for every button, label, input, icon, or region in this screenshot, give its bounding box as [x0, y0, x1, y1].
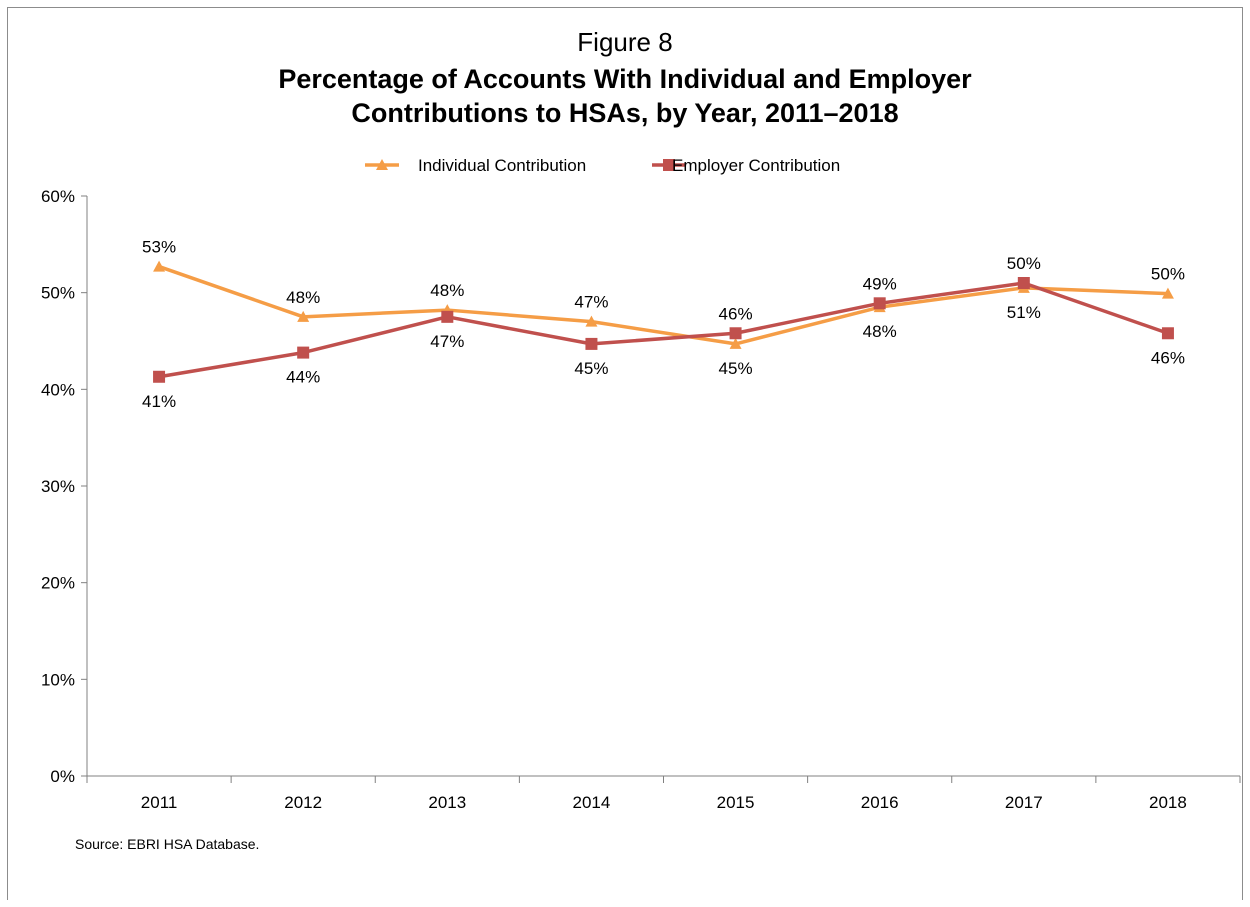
employer-data-label: 44%: [286, 368, 320, 387]
chart-title-line-1: Percentage of Accounts With Individual a…: [278, 64, 972, 94]
chart-title: Percentage of Accounts With Individual a…: [0, 62, 1250, 130]
employer-point: [1161, 327, 1174, 340]
x-tick-label: 2016: [861, 793, 899, 812]
legend-employer-marker: [663, 159, 675, 171]
legend-individual-label: Individual Contribution: [418, 156, 586, 175]
employer-data-label: 50%: [1007, 254, 1041, 273]
y-tick-label: 30%: [41, 477, 75, 496]
employer-series-line: [158, 281, 1169, 379]
y-tick-label: 20%: [41, 574, 75, 593]
x-tick-label: 2012: [284, 793, 322, 812]
employer-data-label: 41%: [142, 392, 176, 411]
employer-point: [1017, 277, 1030, 289]
employer-point: [153, 370, 166, 383]
employer-point: [441, 310, 454, 323]
employer-point: [585, 337, 598, 350]
individual-point: [729, 337, 742, 349]
employer-point: [873, 297, 886, 310]
y-tick-label: 10%: [41, 670, 75, 689]
individual-point: [585, 315, 598, 327]
individual-data-label: 53%: [142, 238, 176, 257]
individual-point: [297, 310, 310, 322]
employer-data-label: 45%: [574, 359, 608, 378]
x-tick-label: 2018: [1149, 793, 1187, 812]
individual-data-label: 48%: [430, 281, 464, 300]
x-tick-label: 2015: [717, 793, 755, 812]
employer-point: [297, 346, 310, 359]
y-tick-label: 60%: [41, 187, 75, 206]
employer-data-label: 47%: [430, 332, 464, 351]
figure-label: Figure 8: [577, 27, 673, 57]
individual-data-label: 48%: [863, 322, 897, 341]
y-tick-label: 0%: [50, 767, 75, 786]
source-note: Source: EBRI HSA Database.: [75, 836, 260, 852]
individual-series-line: [158, 264, 1169, 346]
x-tick-label: 2017: [1005, 793, 1043, 812]
employer-data-label: 46%: [719, 304, 753, 323]
individual-point: [1161, 287, 1174, 299]
individual-point: [153, 260, 166, 272]
x-tick-label: 2013: [428, 793, 466, 812]
individual-data-label: 47%: [574, 293, 608, 312]
y-tick-label: 50%: [41, 284, 75, 303]
individual-data-label: 45%: [719, 359, 753, 378]
x-tick-label: 2011: [141, 793, 178, 812]
legend-individual-marker: [376, 159, 388, 170]
employer-data-label: 46%: [1151, 348, 1185, 367]
x-tick-label: 2014: [573, 793, 611, 812]
employer-point: [729, 327, 742, 340]
chart-frame: [7, 7, 1243, 900]
individual-data-label: 51%: [1007, 303, 1041, 322]
y-tick-label: 40%: [41, 380, 75, 399]
chart-title-line-2: Contributions to HSAs, by Year, 2011–201…: [351, 98, 899, 128]
legend-employer-label: Employer Contribution: [672, 156, 840, 175]
employer-data-label: 49%: [863, 274, 897, 293]
individual-data-label: 50%: [1151, 265, 1185, 284]
individual-data-label: 48%: [286, 288, 320, 307]
